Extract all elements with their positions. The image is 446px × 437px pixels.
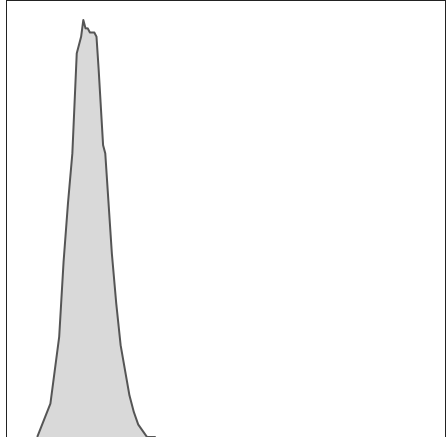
series-0-line: [36, 19, 156, 437]
series-layer: [36, 19, 156, 437]
series-0-area: [37, 20, 156, 437]
